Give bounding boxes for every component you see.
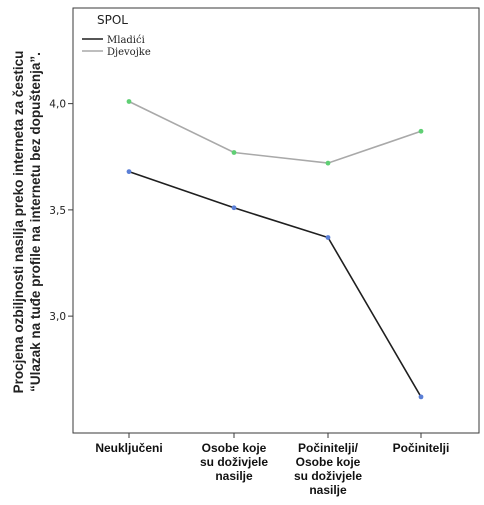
x-tick-label: nasilje [215,469,253,483]
x-tick-label: su doživjele [200,455,268,469]
x-tick-label: su doživjele [294,469,362,483]
data-point [231,150,237,155]
series-layer [126,99,424,400]
y-axis: 3,0 3,5 4,0 [49,99,73,323]
x-tick-label: Osobe koje [296,455,361,469]
y-tick-label: 4,0 [49,99,66,111]
y-tick-label: 3,5 [49,205,66,217]
legend-label: Mladići [107,35,145,46]
data-point [418,394,424,400]
legend-title: SPOL [97,13,128,27]
series-line-1 [128,170,422,398]
y-tick-label: 3,0 [49,311,66,323]
legend-label: Djevojke [107,47,151,58]
data-point [325,160,331,166]
y-axis-label-line-2: “Ulazak na tuđe profile na internetu bez… [28,52,43,392]
y-axis-label: Procjena ozbiljnosti nasilja preko inter… [11,51,43,394]
data-point [126,99,132,104]
x-tick-label: Počinitelji/ [298,441,359,455]
x-tick-label: Neuključeni [95,441,162,455]
series-line-2 [128,100,422,164]
x-tick-label: nasilje [309,483,347,497]
data-point [325,235,331,240]
y-axis-label-line-1: Procjena ozbiljnosti nasilja preko inter… [11,51,26,394]
data-point [418,128,424,134]
x-tick-label: Počinitelji [393,441,450,455]
data-point [126,169,132,175]
x-tick-label: Osobe koje [202,441,267,455]
data-point [231,205,237,211]
